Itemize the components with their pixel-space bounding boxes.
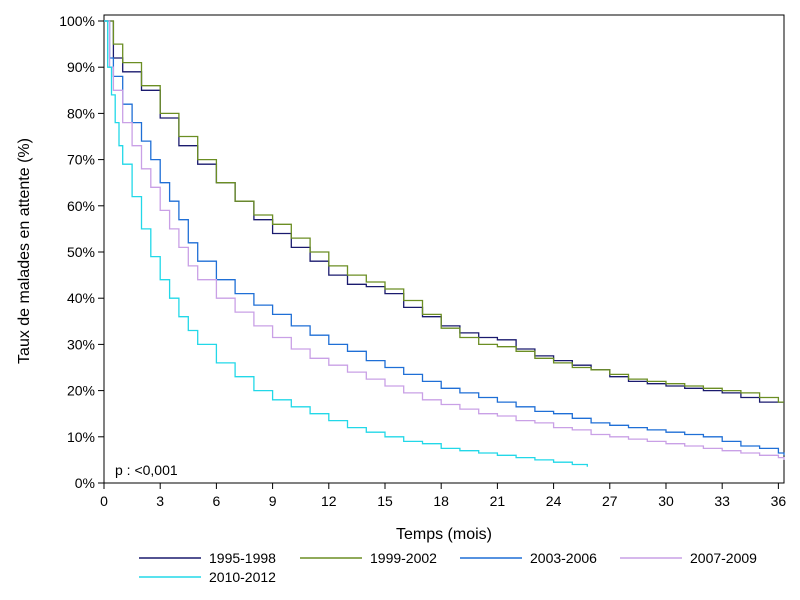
y-tick-label: 50% [67,244,95,260]
series-lines [104,20,785,467]
x-tick-label: 12 [321,493,337,509]
p-value-annotation: p : <0,001 [115,462,178,478]
x-tick-label: 36 [771,493,787,509]
x-axis: 0 3 6 9 12 15 18 21 24 27 30 33 36 [100,483,786,509]
x-tick-label: 18 [433,493,449,509]
series-line-2010-2012 [104,20,588,467]
x-tick-label: 30 [658,493,674,509]
x-tick-label: 21 [490,493,506,509]
y-axis: 0% 10% 20% 30% 40% 50% 60% 70% 80% 90% 100% [59,13,104,491]
legend-item: 2007-2009 [620,550,757,566]
plot-area [103,14,785,484]
legend-label: 1995-1998 [209,550,276,566]
legend-label: 1999-2002 [370,550,437,566]
series-line-2007-2009 [104,20,785,460]
x-tick-label: 9 [269,493,277,509]
legend-label: 2007-2009 [690,550,757,566]
x-tick-label: 0 [100,493,108,509]
x-tick-label: 33 [714,493,730,509]
y-tick-label: 40% [67,290,95,306]
x-tick-label: 15 [377,493,393,509]
x-tick-label: 27 [602,493,618,509]
series-line-1999-2002 [104,20,784,403]
y-tick-label: 10% [67,429,95,445]
y-tick-label: 90% [67,59,95,75]
legend-label: 2003-2006 [530,550,597,566]
legend-item: 1999-2002 [300,550,437,566]
legend-item: 1995-1998 [139,550,276,566]
x-tick-label: 24 [546,493,562,509]
legend: 1995-1998 1999-2002 2003-2006 2007-2009 2010… [139,550,757,585]
y-tick-label: 100% [59,13,95,29]
y-tick-label: 60% [67,198,95,214]
y-tick-label: 80% [67,105,95,121]
y-tick-label: 0% [75,475,95,491]
plot-border [103,14,785,484]
x-tick-label: 3 [156,493,164,509]
legend-label: 2010-2012 [209,569,276,585]
y-tick-label: 20% [67,383,95,399]
y-tick-label: 70% [67,152,95,168]
x-axis-title: Temps (mois) [396,526,492,543]
x-tick-label: 6 [212,493,220,509]
legend-item: 2010-2012 [139,569,276,585]
y-tick-label: 30% [67,336,95,352]
series-line-2003-2006 [104,20,785,456]
legend-item: 2003-2006 [460,550,597,566]
y-axis-title: Taux de malades en attente (%) [16,138,33,364]
